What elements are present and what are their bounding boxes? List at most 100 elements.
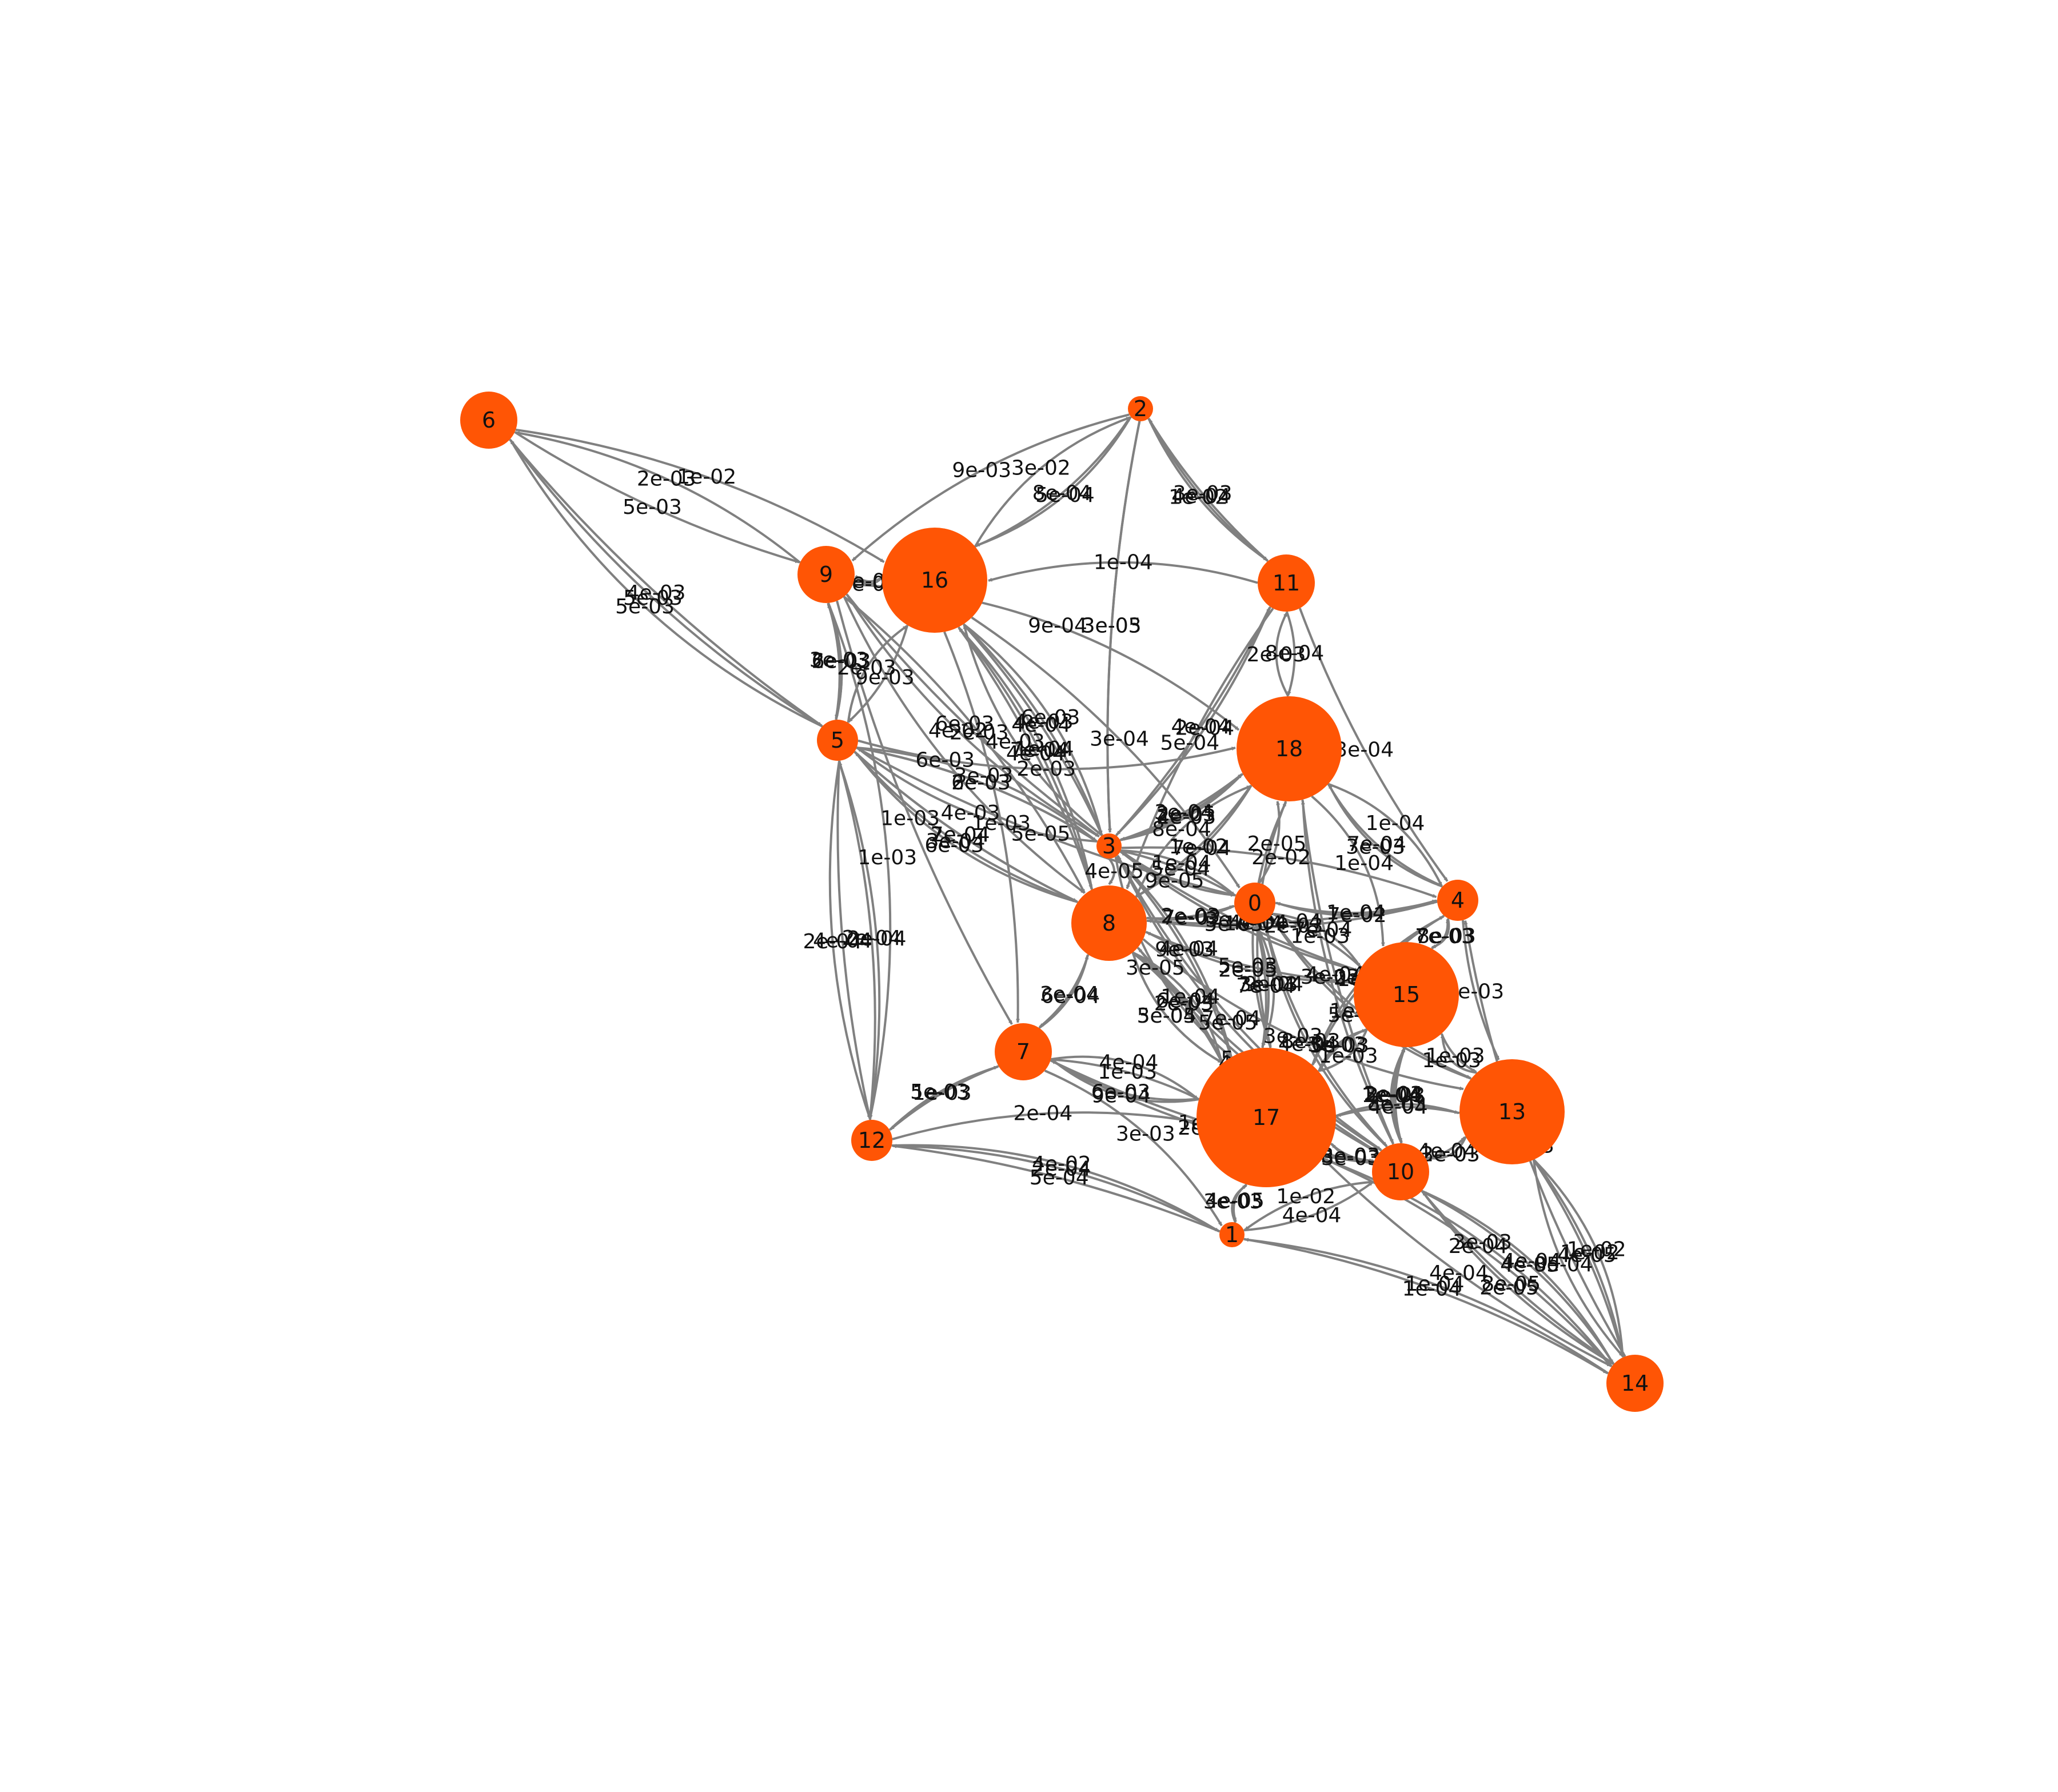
edge-labels-layer: 5e-031e-022e-035e-034e-035e-038e-045e-04… [615,456,1626,1300]
edge-weight-label-16-to-3: 4e-03 [1014,711,1074,734]
edge-8-to-4 [1146,900,1437,925]
edge-16-to-5 [848,625,909,723]
edge-weight-label-8-to-5: 6e-03 [924,834,984,857]
edge-6-to-9 [514,431,800,564]
node-14: 14 [1606,1355,1664,1412]
edge-weight-label-10-to-1: 1e-02 [1276,1185,1335,1208]
edge-weight-label-15-to-13: 1e-03 [1426,1044,1485,1068]
node-label-8: 8 [1102,911,1116,936]
edge-weight-label-3-to-8: 4e-05 [1084,860,1144,883]
edge-10-to-18 [1301,800,1395,1145]
edge-weight-label-12-to-5: 2e-04 [847,927,907,951]
edge-weight-label-16-to-5: 9e-03 [855,666,915,689]
edge-1-to-12 [892,1144,1221,1233]
edge-weight-label-9-to-8: 6e-03 [915,749,975,772]
edge-weight-label-7-to-8: 6e-04 [1040,985,1100,1008]
edge-3-to-0 [1120,849,1235,896]
edge-weight-label-3-to-17: 9e-03 [1155,938,1214,961]
edges-layer [509,413,1626,1375]
edge-weight-label-2-to-3: 3e-05 [1082,614,1142,637]
edge-5-to-0 [856,747,1235,897]
edge-5-to-3 [856,747,1097,842]
edge-18-to-11 [1275,612,1290,697]
edge-weight-label-3-to-11: 4e-04 [1171,715,1230,739]
edge-weight-label-9-to-6: 2e-03 [637,468,696,491]
edge-weight-label-15-to-10: 2e-04 [1363,1083,1423,1106]
edge-weight-label-8-to-17: 6e-04 [1156,989,1215,1012]
edge-12-to-5 [838,761,881,1120]
edge-weight-label-8-to-18: 8e-04 [1152,818,1211,841]
edge-weight-label-10-to-14: 4e-04 [1502,1250,1561,1273]
edge-weight-label-3-to-4: 2e-02 [1251,846,1311,869]
edge-12-to-1 [891,1144,1219,1232]
node-label-1: 1 [1225,1222,1239,1247]
edge-10-to-0 [1263,921,1388,1148]
edge-16-to-0 [971,616,1241,889]
edge-0-to-8 [1147,905,1235,921]
edge-weight-label-5-to-12: 4e-04 [813,929,872,952]
edge-weight-label-16-to-0: 3e-04 [1090,727,1149,751]
edge-weight-label-5-to-3: 2e-03 [951,771,1011,795]
edge-5-to-12 [838,760,876,1119]
edge-weight-label-9-to-3: 4e-02 [928,719,988,743]
node-10: 10 [1372,1143,1429,1200]
node-circle-11 [1258,554,1315,612]
edge-weight-label-13-to-14: 1e-02 [1560,1241,1620,1264]
edge-weight-label-10-to-13: 4e-04 [1417,1139,1477,1163]
edge-weight-label-8-to-17: 5e-05 [1137,1004,1196,1028]
edge-12-to-17 [892,1111,1196,1140]
edge-6-to-5 [509,438,823,727]
edge-14-to-10 [1421,1191,1614,1366]
node-circle-3 [1096,833,1122,859]
node-label-14: 14 [1621,1371,1649,1396]
node-circle-2 [1128,396,1153,421]
edge-weight-label-7-to-17: 4e-04 [1099,1051,1159,1075]
edge-weight-label-14-to-1: 1e-04 [1405,1272,1465,1296]
edge-14-to-1 [1244,1238,1609,1375]
node-label-11: 11 [1273,570,1300,596]
edge-5-to-8 [853,751,1078,903]
edge-weight-label-12-to-1: 4e-02 [1032,1152,1091,1176]
node-13: 13 [1459,1059,1565,1164]
edge-7-to-1 [1044,1069,1223,1227]
node-12: 12 [851,1120,892,1161]
edge-weight-label-4-to-18: 3e-03 [1346,835,1405,859]
edge-15-to-13 [1440,1033,1477,1073]
node-label-10: 10 [1387,1159,1414,1184]
edge-weight-label-10-to-15: 1e-04 [1361,1084,1421,1107]
edge-weight-label-6-to-16: 1e-02 [677,465,736,489]
edge-5-to-18 [858,739,1236,771]
edge-5-to-6 [509,440,823,728]
edge-weight-label-1-to-12: 2e-04 [1032,1157,1091,1180]
edge-17-to-0 [1255,924,1267,1048]
node-0: 0 [1234,883,1275,924]
edge-weight-label-16-to-2: 8e-04 [1032,482,1092,505]
edge-weight-label-17-to-10: 3e-03 [1321,1144,1380,1168]
edge-weight-label-7-to-1: 3e-03 [1116,1122,1175,1146]
edge-weight-label-9-to-5: 3e-03 [809,649,869,672]
edge-18-to-15 [1311,795,1385,947]
edge-weight-label-9-to-18: 9e-04 [1028,614,1087,638]
edge-3-to-16 [963,624,1103,837]
edge-weight-label-5-to-12: 2e-04 [842,927,902,950]
edge-8-to-17 [1131,952,1222,1064]
node-label-15: 15 [1393,982,1420,1007]
edge-weight-label-8-to-7: 3e-04 [1040,983,1099,1006]
edge-weight-label-16-to-2: 3e-02 [1011,456,1071,480]
edge-weight-label-11-to-2: 4e-04 [1171,485,1231,508]
edge-weight-label-2-to-11: 1e-02 [1168,486,1228,509]
node-label-0: 0 [1248,891,1262,916]
node-4: 4 [1437,880,1478,921]
edge-weight-label-10-to-15: 2e-03 [1366,1084,1425,1107]
edge-weight-label-17-to-10: 8e-03 [1321,1144,1380,1168]
edge-16-to-7 [943,631,1020,1023]
edge-16-to-9 [855,575,883,585]
edge-weight-label-13-to-10: 3e-03 [1421,1143,1480,1167]
node-circle-10 [1372,1143,1429,1200]
edge-weight-label-2-to-3: 3e-03 [1082,614,1142,637]
edge-11-to-3 [1115,606,1271,836]
edge-weight-label-14-to-13: 4e-05 [1557,1244,1617,1267]
edge-weight-label-15-to-17: 5e-03 [1310,1034,1369,1057]
